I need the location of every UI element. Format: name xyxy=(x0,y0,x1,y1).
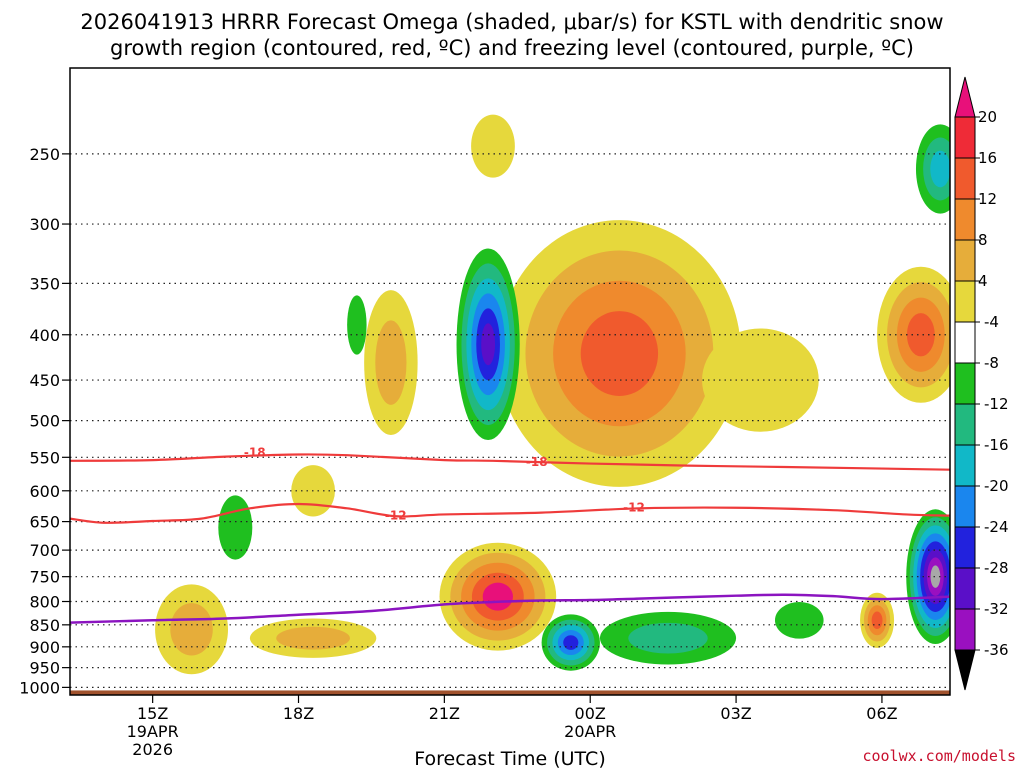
dgz-contour-label-3: -12 xyxy=(623,501,645,515)
contour-lines: -18 -18 -12 -12 xyxy=(70,445,950,624)
colorbar-bottom-arrow xyxy=(954,649,976,691)
chart-title-line1: 2026041913 HRRR Forecast Omega (shaded, … xyxy=(80,10,943,34)
omega-cell-6-level-16 xyxy=(580,311,659,396)
plot-area: -18 -18 -12 -12 xyxy=(69,67,951,696)
colorbar-label-11: -28 xyxy=(984,559,1009,577)
omega-cell-2-level-8 xyxy=(276,626,350,650)
x-tick-label-15Z: 15Z xyxy=(137,704,168,723)
omega-cell-1-level-8 xyxy=(170,603,213,656)
dgz-contour-neg18 xyxy=(70,453,950,471)
omega-cell-11-level-neg4 xyxy=(218,495,253,560)
colorbar-band-11 xyxy=(954,567,976,610)
omega-cell-15-level-neg4 xyxy=(774,601,824,639)
x-tick-label-18Z: 18Z xyxy=(283,704,314,723)
dgz-contour-label-0: -18 xyxy=(244,445,266,459)
omega-cell-8-level-16 xyxy=(906,313,935,357)
omega-cell-0-level-4 xyxy=(471,114,515,178)
colorbar-label-13: -36 xyxy=(984,641,1009,659)
freezing-level-contour xyxy=(70,593,950,624)
dgz-contour-label-2: -12 xyxy=(385,509,407,523)
y-tick-label-850: 850 xyxy=(29,616,60,635)
colorbar: 20 16 12 8 4 -4 -8 -12 -16 -20 -24 -28 -32 -36 xyxy=(954,76,1009,691)
omega-cell-13-level-neg20 xyxy=(563,635,579,650)
colorbar-label-10: -24 xyxy=(984,518,1009,536)
colorbar-band-2 xyxy=(954,198,976,241)
colorbar-band-7 xyxy=(954,403,976,446)
y-tick-label-600: 600 xyxy=(29,482,60,501)
y-tick-label-900: 900 xyxy=(29,638,60,657)
colorbar-label-7: -12 xyxy=(984,395,1009,413)
y-tick-label-400: 400 xyxy=(29,326,60,345)
x-tick-date-00Z: 20APR xyxy=(564,722,616,741)
colorbar-band-0 xyxy=(954,116,976,159)
y-tick-label-750: 750 xyxy=(29,568,60,587)
colorbar-band-5 xyxy=(954,321,976,364)
colorbar-label-2: 12 xyxy=(978,190,997,208)
colorbar-label-5: -4 xyxy=(984,313,999,331)
omega-cell-5-level-20 xyxy=(482,582,513,611)
x-tick-label-21Z: 21Z xyxy=(429,704,460,723)
colorbar-label-6: -8 xyxy=(984,354,999,372)
credit-link[interactable]: coolwx.com/models xyxy=(862,747,1016,765)
x-tick-label-00Z: 00Z xyxy=(575,704,606,723)
y-tick-label-700: 700 xyxy=(29,541,60,560)
colorbar-label-12: -32 xyxy=(984,600,1009,618)
omega-cell-17-level-neg12 xyxy=(930,150,950,188)
y-tick-label-250: 250 xyxy=(29,145,60,164)
y-tick-label-500: 500 xyxy=(29,412,60,431)
colorbar-band-4 xyxy=(954,280,976,323)
omega-cell-9-level-16 xyxy=(871,611,883,630)
y-tick-label-450: 450 xyxy=(29,371,60,390)
colorbar-label-8: -16 xyxy=(984,436,1009,454)
omega-cell-16-level-neg32 xyxy=(930,565,941,588)
omega-cell-7-level-4 xyxy=(702,328,819,432)
colorbar-band-8 xyxy=(954,444,976,487)
omega-cell-4-level-8 xyxy=(375,320,407,405)
colorbar-band-1 xyxy=(954,157,976,200)
omega-cell-10-level-neg24 xyxy=(481,323,496,366)
colorbar-label-1: 16 xyxy=(978,149,997,167)
y-tick-label-800: 800 xyxy=(29,593,60,612)
y-tick-label-300: 300 xyxy=(29,215,60,234)
colorbar-label-9: -20 xyxy=(984,477,1009,495)
colorbar-band-6 xyxy=(954,362,976,405)
y-tick-label-1000: 1000 xyxy=(19,678,60,697)
colorbar-band-3 xyxy=(954,239,976,282)
colorbar-band-10 xyxy=(954,526,976,569)
y-axis: 250 300 350 400 450 500 550 600 650 700 750 800 850 9… xyxy=(19,145,70,697)
ground-surface xyxy=(70,690,950,695)
colorbar-band-12 xyxy=(954,608,976,651)
x-tick-year-15Z: 2026 xyxy=(132,740,173,759)
chart-title-line2: growth region (contoured, red, ºC) and f… xyxy=(110,36,914,60)
dgz-contour-label-1: -18 xyxy=(526,455,548,469)
x-tick-label-06Z: 06Z xyxy=(866,704,897,723)
colorbar-top-arrow xyxy=(954,76,976,118)
omega-cell-12-level-neg4 xyxy=(347,295,367,355)
colorbar-label-0: 20 xyxy=(978,108,997,126)
x-axis-label: Forecast Time (UTC) xyxy=(414,748,605,768)
colorbar-label-4: 4 xyxy=(978,272,988,290)
y-tick-label-950: 950 xyxy=(29,659,60,678)
x-tick-label-03Z: 03Z xyxy=(720,704,751,723)
y-tick-label-350: 350 xyxy=(29,274,60,293)
x-tick-date-15Z: 19APR xyxy=(127,722,179,741)
plot-frame xyxy=(69,67,951,696)
colorbar-label-3: 8 xyxy=(978,231,988,249)
omega-cell-14-level-neg8 xyxy=(628,622,708,654)
dgz-contour-neg12 xyxy=(70,502,950,524)
y-tick-label-650: 650 xyxy=(29,513,60,532)
y-tick-label-550: 550 xyxy=(29,448,60,467)
colorbar-band-9 xyxy=(954,485,976,528)
